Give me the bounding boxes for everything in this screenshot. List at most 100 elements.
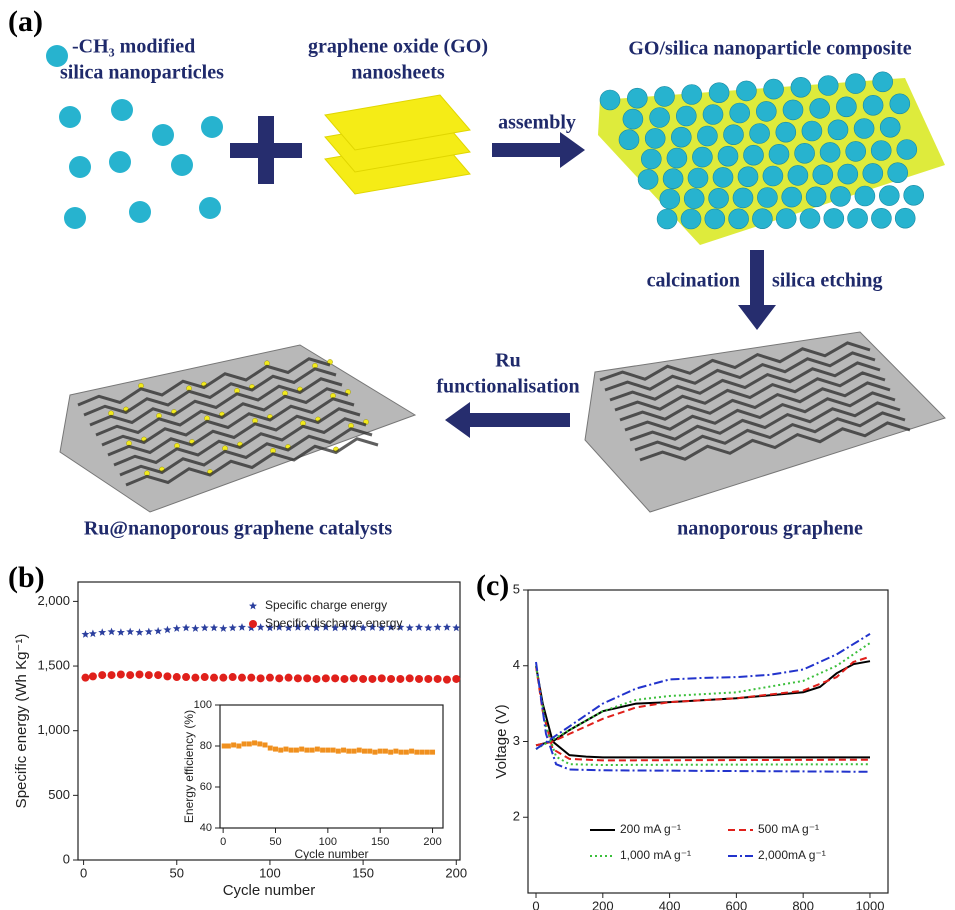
silica-particle bbox=[809, 98, 831, 119]
x-tick-label: 50 bbox=[269, 836, 281, 848]
marker-square bbox=[304, 747, 310, 753]
line-series bbox=[535, 661, 871, 773]
marker-square bbox=[314, 746, 320, 752]
marker-circle bbox=[293, 674, 302, 683]
marker-circle bbox=[237, 673, 246, 682]
silica-particle bbox=[749, 123, 770, 144]
marker-square bbox=[335, 748, 341, 754]
silica-particle bbox=[853, 118, 875, 139]
marker-star bbox=[182, 623, 191, 632]
plus bbox=[258, 116, 274, 184]
silica-particle bbox=[708, 82, 730, 103]
marker-circle bbox=[107, 671, 116, 680]
silica-particle bbox=[743, 144, 764, 166]
y-tick-label: 100 bbox=[194, 699, 212, 711]
marker-star bbox=[284, 623, 293, 632]
arrow bbox=[492, 132, 585, 168]
silica-particle bbox=[644, 128, 666, 149]
mesh-ridge bbox=[101, 397, 355, 447]
legend-label: 1,000 mA g⁻¹ bbox=[620, 848, 691, 862]
silica-particle bbox=[896, 139, 918, 160]
graphene-mesh bbox=[59, 344, 417, 513]
marker-square bbox=[382, 748, 388, 754]
silica-particle bbox=[903, 185, 925, 206]
marker-circle bbox=[81, 673, 90, 682]
x-tick-label: 0 bbox=[532, 898, 539, 910]
marker-square bbox=[377, 748, 383, 754]
marker-star bbox=[81, 630, 90, 638]
silica-particle bbox=[794, 143, 815, 164]
mesh-ridge bbox=[629, 401, 901, 442]
silica-particle bbox=[712, 167, 734, 188]
marker-square bbox=[372, 749, 378, 755]
marker-circle bbox=[154, 671, 163, 680]
marker-star bbox=[331, 623, 340, 632]
marker-star bbox=[154, 626, 163, 635]
marker-circle bbox=[452, 674, 461, 683]
marker-star bbox=[405, 623, 414, 632]
marker-circle bbox=[172, 673, 181, 682]
y-tick-label: 0 bbox=[63, 851, 70, 866]
silica-particle bbox=[659, 188, 681, 210]
marker-circle bbox=[359, 674, 368, 683]
marker-square bbox=[398, 749, 404, 755]
legend-label: 500 mA g⁻¹ bbox=[758, 822, 819, 836]
marker-circle bbox=[88, 672, 97, 681]
marker-circle bbox=[340, 674, 349, 683]
silica-particle bbox=[69, 156, 91, 178]
silica-particle bbox=[129, 201, 151, 223]
y-tick-label: 1,000 bbox=[37, 722, 70, 737]
marker-star bbox=[249, 601, 257, 610]
label: nanoporous graphene bbox=[677, 518, 863, 540]
label: graphene oxide (GO) bbox=[308, 36, 488, 58]
marker-square bbox=[409, 748, 415, 754]
y-tick-label: 1,500 bbox=[37, 657, 70, 672]
marker-circle bbox=[135, 670, 144, 679]
label: nanosheets bbox=[351, 62, 445, 84]
marker-square bbox=[252, 740, 258, 746]
x-tick-label: 1000 bbox=[856, 898, 885, 910]
silica-particle bbox=[768, 144, 790, 165]
silica-particle bbox=[862, 95, 884, 116]
x-axis-title: Cycle number bbox=[294, 847, 368, 861]
silica-particle bbox=[717, 145, 739, 167]
marker-circle bbox=[182, 673, 191, 682]
marker-square bbox=[225, 743, 231, 749]
silica-particle bbox=[752, 208, 773, 229]
label: assembly bbox=[498, 112, 576, 134]
silica-particle bbox=[870, 140, 892, 161]
silica-particle bbox=[805, 186, 827, 208]
x-tick-label: 100 bbox=[319, 836, 337, 848]
mesh-ridge bbox=[619, 381, 891, 422]
silica-particle bbox=[837, 163, 859, 185]
silica-particle bbox=[723, 124, 744, 145]
x-axis-title: Cycle number bbox=[223, 882, 316, 899]
marker-circle bbox=[284, 673, 293, 682]
marker-circle bbox=[126, 671, 135, 680]
x-tick-label: 0 bbox=[80, 865, 87, 880]
marker-square bbox=[346, 748, 352, 754]
silica-particle bbox=[687, 167, 709, 189]
mesh-ridge bbox=[634, 411, 906, 452]
y-tick-label: 40 bbox=[200, 822, 212, 834]
marker-square bbox=[262, 742, 268, 748]
silica-icon bbox=[46, 45, 68, 67]
silica-particle bbox=[683, 188, 705, 209]
y-tick-label: 5 bbox=[513, 581, 520, 596]
marker-square bbox=[388, 749, 394, 755]
marker-square bbox=[231, 742, 237, 748]
marker-square bbox=[241, 741, 247, 747]
marker-star bbox=[107, 627, 116, 636]
marker-square bbox=[278, 747, 284, 753]
line-series bbox=[535, 642, 871, 750]
x-tick-label: 200 bbox=[592, 898, 614, 910]
x-tick-label: 50 bbox=[170, 865, 184, 880]
marker-circle bbox=[249, 620, 257, 628]
marker-circle bbox=[415, 674, 424, 683]
silica-particle bbox=[781, 186, 803, 208]
marker-star bbox=[265, 623, 274, 632]
silica-particle bbox=[708, 188, 729, 209]
marker-square bbox=[288, 747, 294, 753]
silica-particle bbox=[782, 99, 804, 121]
marker-star bbox=[321, 623, 330, 631]
